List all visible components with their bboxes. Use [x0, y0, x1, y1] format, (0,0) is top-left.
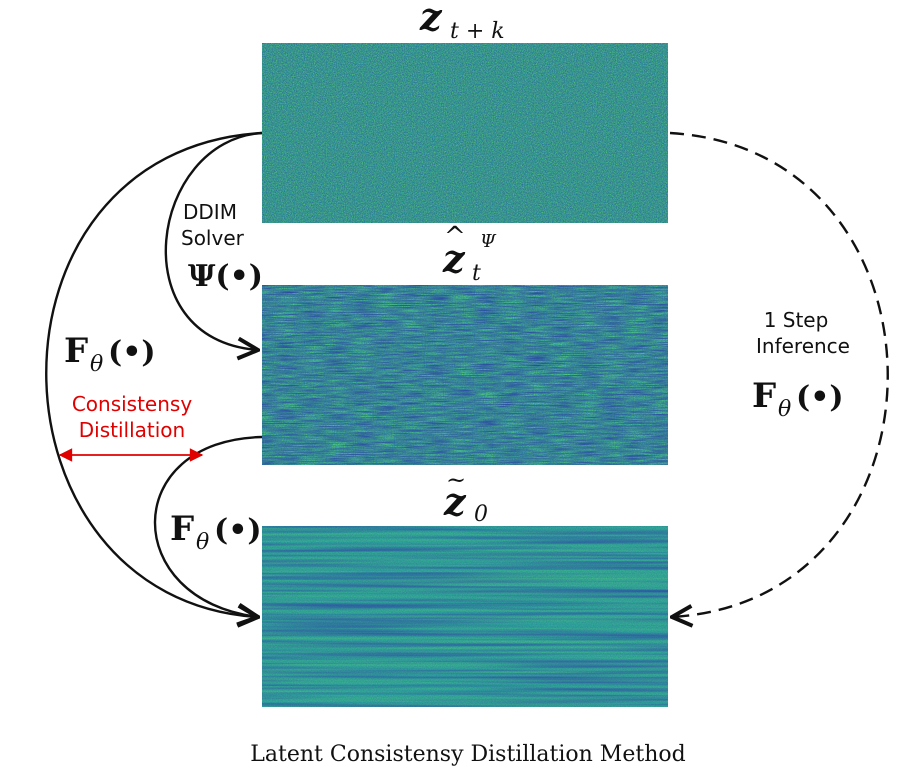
one-step-label-line1: 1 Step — [764, 308, 829, 332]
svg-text:F: F — [752, 376, 776, 416]
outer-f-theta-arrow — [45, 131, 263, 617]
svg-text:0: 0 — [474, 502, 488, 527]
label-z-t-psi: z ^ t Ψ — [442, 222, 497, 286]
svg-text:θ: θ — [90, 352, 103, 377]
ddim-label-line1: DDIM — [183, 200, 237, 224]
consistency-label-line1: Consistensy — [72, 392, 193, 416]
svg-text:(•): (•) — [108, 335, 156, 370]
svg-text:Ψ: Ψ — [480, 231, 497, 252]
panel-top-noise — [262, 43, 668, 223]
svg-text:t + k: t + k — [450, 19, 505, 44]
ddim-label-line2: Solver — [181, 226, 245, 250]
panel-bottom-latent — [262, 526, 668, 707]
svg-text:z: z — [419, 0, 443, 39]
svg-text:t: t — [472, 261, 481, 286]
panel-middle-noise — [262, 285, 668, 465]
hat-accent: ^ — [444, 222, 466, 252]
svg-text:z: z — [443, 479, 467, 524]
outer-f-theta-label: F θ (•) — [64, 331, 156, 377]
ddim-arrow — [164, 131, 263, 350]
one-step-label-line2: Inference — [756, 334, 850, 358]
one-step-inference-arrow — [670, 131, 889, 617]
inner-f-theta-arrow — [153, 435, 263, 617]
svg-text:(•): (•) — [796, 380, 844, 415]
psi-operator-label: Ψ(•) — [188, 259, 263, 294]
label-z-0: z ~ 0 — [443, 466, 488, 527]
svg-text:θ: θ — [196, 530, 209, 555]
svg-text:F: F — [170, 509, 194, 549]
svg-text:F: F — [64, 331, 88, 371]
svg-text:(•): (•) — [214, 513, 262, 548]
consistency-label-line2: Distillation — [79, 418, 185, 442]
inner-f-theta-label: F θ (•) — [170, 509, 262, 555]
svg-text:z: z — [442, 236, 466, 281]
tilde-accent: ~ — [446, 466, 466, 494]
one-step-f-theta-label: F θ (•) — [752, 376, 844, 422]
figure-caption: Latent Consistensy Distillation Method — [250, 742, 685, 767]
label-z-t-plus-k: z t + k — [419, 0, 505, 44]
svg-text:θ: θ — [778, 397, 791, 422]
